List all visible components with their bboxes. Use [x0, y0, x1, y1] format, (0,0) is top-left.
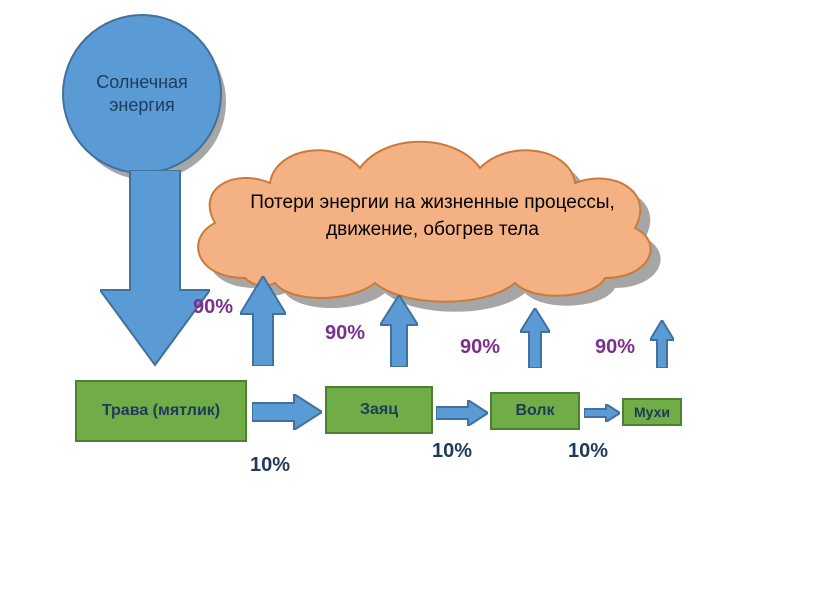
right-arrow-3: [584, 404, 620, 422]
loss-pct-3: 90%: [460, 336, 500, 359]
box-grass: Трава (мятлик): [75, 380, 247, 442]
loss-pct-1: 90%: [193, 296, 233, 319]
box-wolf-label: Волк: [515, 402, 554, 420]
loss-pct-4: 90%: [595, 336, 635, 359]
up-arrow-2: [380, 295, 418, 367]
right-arrow-1: [252, 394, 322, 430]
transfer-pct-3: 10%: [568, 440, 608, 463]
transfer-pct-1: 10%: [250, 454, 290, 477]
transfer-pct-2: 10%: [432, 440, 472, 463]
box-hare-label: Заяц: [360, 401, 398, 419]
cloud-line1: Потери энергии на жизненные процессы,: [250, 192, 615, 213]
cloud-line2: движение, обогрев тела: [326, 219, 539, 240]
box-flies: Мухи: [622, 398, 682, 426]
right-arrow-2: [436, 400, 488, 426]
up-arrow-4: [650, 320, 674, 368]
cloud-text: Потери энергии на жизненные процессы, дв…: [235, 190, 630, 243]
up-arrow-3: [520, 308, 550, 368]
box-wolf: Волк: [490, 392, 580, 430]
loss-pct-2: 90%: [325, 322, 365, 345]
box-flies-label: Мухи: [634, 404, 670, 420]
box-hare: Заяц: [325, 386, 433, 434]
up-arrow-1: [240, 276, 286, 366]
box-grass-label: Трава (мятлик): [102, 402, 220, 420]
sun-label: Солнечнаяэнергия: [96, 71, 188, 118]
